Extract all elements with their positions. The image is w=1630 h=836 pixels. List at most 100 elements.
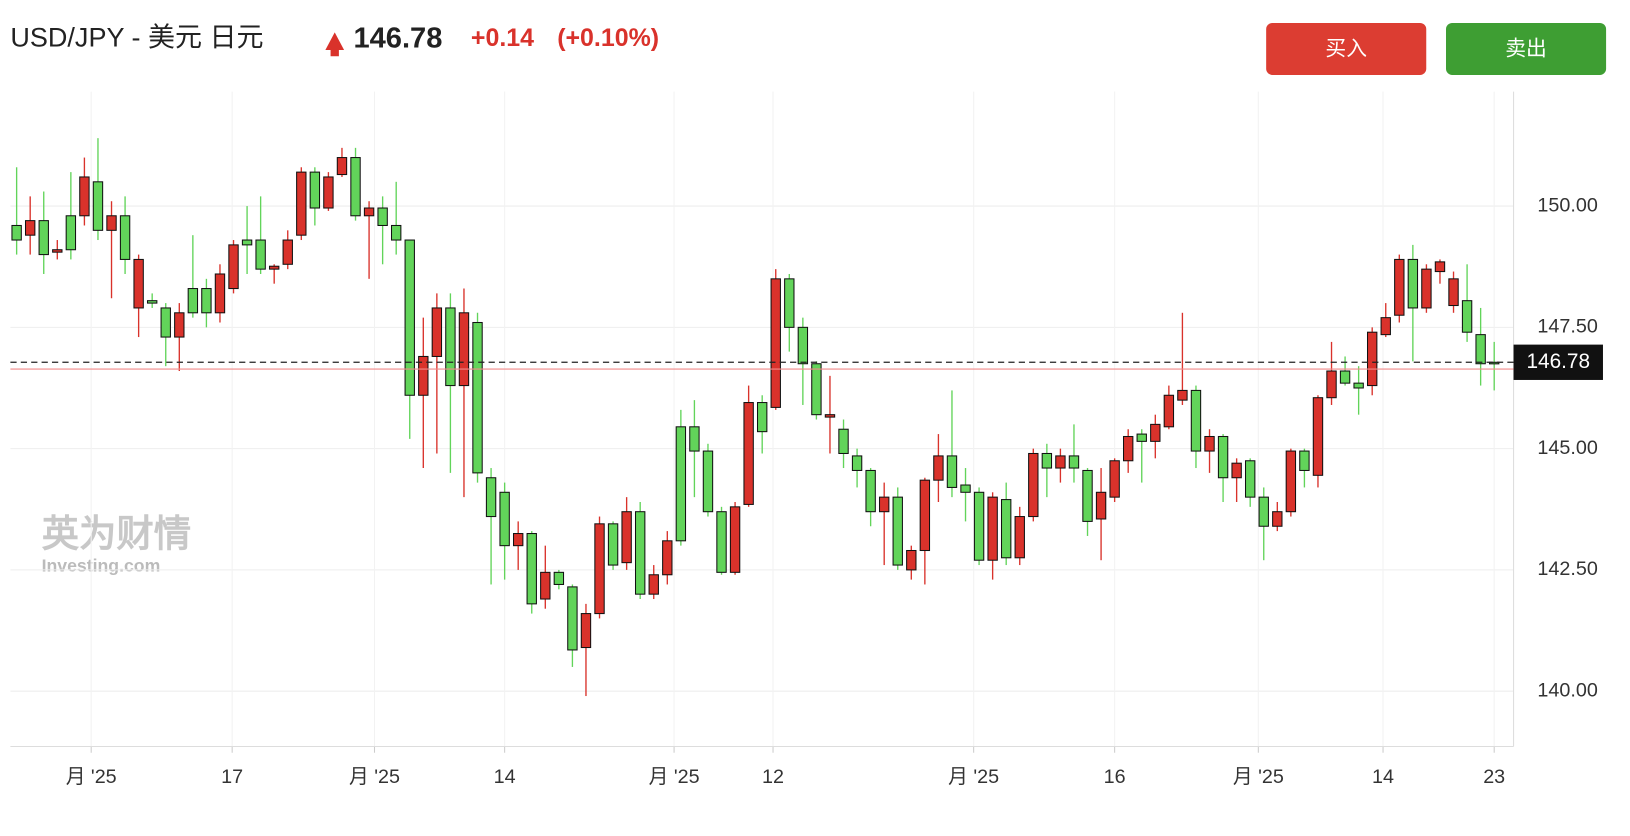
- y-tick-label: 145.00: [1537, 437, 1597, 459]
- candle-body: [323, 176, 334, 209]
- buy-bg[interactable]: [1266, 22, 1427, 75]
- candle-body: [52, 249, 63, 253]
- x-tick-label: 16: [1104, 766, 1126, 788]
- candle-body: [282, 239, 293, 265]
- buy-button[interactable]: 买入: [1266, 22, 1427, 75]
- y-tick-label: 147.50: [1537, 316, 1597, 338]
- candle-body: [1258, 496, 1269, 527]
- candle-body: [756, 402, 768, 433]
- candle-body: [445, 307, 456, 387]
- candle-body: [11, 224, 22, 241]
- candle-body: [960, 484, 971, 493]
- candle-body: [567, 586, 578, 651]
- price: 146.78: [353, 22, 442, 54]
- candle-body: [1488, 361, 1500, 365]
- candle-body: [675, 426, 687, 542]
- plot: 140.00 142.50 145.00 147.50 150.00 月 '25 17 月 '…: [10, 91, 1603, 788]
- candle-body: [1448, 278, 1459, 307]
- candle-body: [784, 278, 795, 328]
- x-tick-label: 月 '25: [1233, 766, 1284, 788]
- candle-body: [404, 239, 415, 396]
- price-tag-bg: [1513, 344, 1603, 380]
- candle-body: [1299, 450, 1310, 471]
- sell-bg[interactable]: [1446, 22, 1607, 75]
- candle-body: [133, 258, 144, 309]
- candle-body: [1231, 462, 1242, 479]
- candle-body: [160, 307, 171, 338]
- x-tick-label: 月 '25: [66, 766, 117, 788]
- candle-body: [634, 511, 646, 595]
- price-tag: 146.78: [1526, 350, 1590, 373]
- y-tick-label: 142.50: [1537, 558, 1597, 580]
- x-tick-label: 月 '25: [649, 766, 700, 788]
- y-tick-label: 150.00: [1537, 194, 1597, 216]
- candle-body: [1421, 268, 1432, 309]
- candle-body: [526, 533, 537, 605]
- candle-body: [743, 402, 754, 505]
- candle-body: [1366, 331, 1378, 387]
- candle-body: [1000, 499, 1012, 559]
- candle-body: [268, 265, 280, 270]
- x-tick-label: 14: [1372, 766, 1394, 788]
- x-tick-label: 月 '25: [349, 766, 400, 788]
- candle-body: [1461, 300, 1473, 333]
- candle-body: [1272, 511, 1283, 527]
- candle-body: [580, 613, 592, 649]
- candle-body: [553, 571, 565, 585]
- candle-body: [1082, 469, 1093, 522]
- candle-body: [811, 363, 822, 416]
- candle-body: [336, 157, 348, 176]
- candle-body: [1136, 433, 1147, 442]
- candle-body: [933, 455, 944, 481]
- candle-body: [987, 496, 998, 561]
- candle-body: [146, 300, 158, 304]
- candle-body: [621, 511, 632, 564]
- candle-body: [390, 224, 402, 241]
- candle-body: [865, 469, 876, 513]
- sell-button[interactable]: 卖出: [1446, 22, 1607, 75]
- candle-body: [702, 450, 714, 513]
- candle-body: [946, 455, 958, 488]
- candle-body: [716, 511, 727, 573]
- candle-body: [729, 506, 741, 573]
- x-tick-label: 12: [762, 766, 784, 788]
- candle-body: [1204, 435, 1215, 452]
- candle-body: [1339, 370, 1351, 384]
- candle-body: [38, 220, 49, 256]
- watermark-brand: 英为财情: [42, 512, 192, 554]
- candle-body: [418, 355, 429, 396]
- candle-body: [431, 307, 443, 357]
- candle-body: [594, 523, 605, 615]
- candle-body: [1434, 261, 1446, 273]
- y-tick-label: 140.00: [1537, 679, 1597, 701]
- candle-body: [1109, 460, 1120, 498]
- candle-body: [1014, 516, 1025, 559]
- candle-body: [174, 312, 185, 338]
- candle-body: [309, 171, 321, 209]
- candle-body: [228, 244, 239, 290]
- candle-body: [906, 549, 917, 571]
- candle-body: [255, 239, 266, 270]
- candle-body: [1177, 389, 1188, 401]
- candle-body: [1380, 317, 1391, 336]
- candle-body: [1244, 460, 1256, 498]
- buy-label[interactable]: 买入: [1325, 37, 1367, 60]
- candle-body: [892, 496, 903, 566]
- candle-body: [472, 321, 483, 474]
- candle-body: [499, 491, 510, 547]
- candle-body: [1150, 423, 1161, 442]
- sell-label[interactable]: 卖出: [1505, 37, 1547, 60]
- candle-body: [1055, 455, 1066, 469]
- candle-body: [797, 326, 809, 365]
- candle-body: [1190, 389, 1202, 452]
- candle-body: [648, 574, 659, 595]
- candle-body: [824, 414, 836, 418]
- candle-body: [1285, 450, 1297, 513]
- candle-body: [1028, 452, 1039, 518]
- candle-body: [1353, 382, 1364, 389]
- candle-body: [1041, 452, 1053, 469]
- change-pct: (+0.10%): [557, 24, 659, 52]
- candle-body: [377, 207, 388, 226]
- candle-body: [458, 312, 470, 387]
